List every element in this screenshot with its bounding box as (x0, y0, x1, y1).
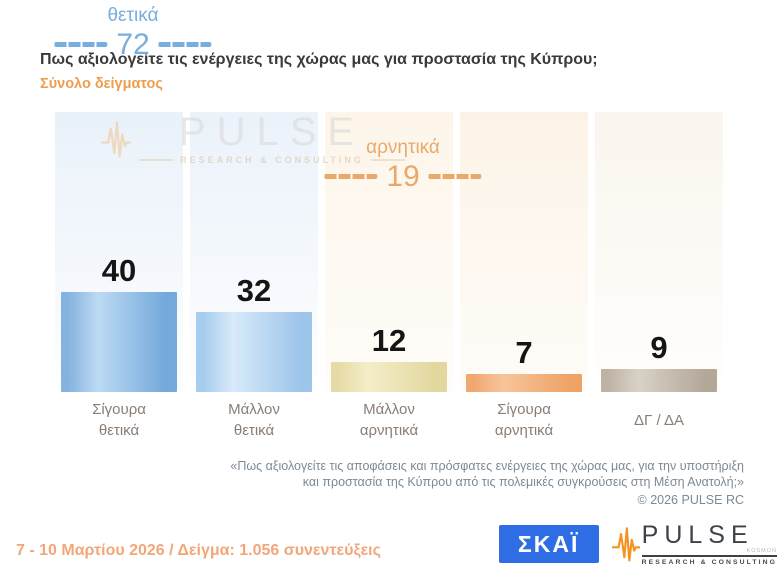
group-annotation-positive: θετικά 72 (54, 5, 212, 61)
footnote-line: και προστασία της Κύπρου από τις πολεμικ… (302, 474, 744, 489)
category-row: Σίγουρα θετικά Μάλλον θετικά Μάλλον αρνητι… (55, 399, 723, 441)
bar-value-label: 9 (650, 330, 668, 365)
category-label: Μάλλον θετικά (228, 401, 280, 439)
category-label: ΔΓ / ΔΑ (634, 411, 684, 429)
dash-line (324, 174, 378, 180)
category-label: Μάλλον αρνητικά (359, 401, 419, 439)
category-label: Σίγουρα θετικά (92, 401, 146, 439)
group-annotation-negative: αρνητικά 19 (324, 137, 482, 193)
bar (61, 292, 177, 392)
chart-column: 32 (190, 112, 318, 392)
footnote-line: «Πως αξιολογείτε τις αποφάσεις και πρόσφ… (230, 459, 744, 473)
page-subtitle: Σύνολο δείγματος (40, 76, 163, 92)
fieldwork-date-sample: 7 - 10 Μαρτίου 2026 / Δείγμα: 1.056 συνε… (16, 542, 381, 559)
bar-value-label: 32 (236, 273, 272, 308)
bar-value-label: 12 (371, 323, 407, 358)
chart-column: 40 (55, 112, 183, 392)
bar-value-label: 40 (101, 253, 137, 288)
pulse-heartbeat-icon (101, 120, 132, 158)
watermark-tagline: RESEARCH & CONSULTING (180, 155, 364, 165)
copyright: © 2026 PULSE RC (637, 493, 744, 507)
group-value: 19 (386, 159, 420, 193)
bar (331, 362, 447, 392)
chart-column: 7 (460, 112, 588, 392)
dash-line (428, 174, 482, 180)
skai-logo: ΣΚΑΪ (498, 525, 599, 563)
bar (601, 369, 717, 392)
pulse-heartbeat-icon (611, 527, 640, 562)
dash-line (54, 42, 108, 48)
bar-chart: 40 32 12 7 9 (55, 112, 723, 392)
pulse-logo: PULSE KOSMON RESEARCH & CONSULTING (611, 520, 777, 566)
bar (466, 374, 582, 392)
chart-column: 9 (595, 112, 723, 392)
logo-row: ΣΚΑΪ PULSE KOSMON RESEARCH & CONSULTING (498, 520, 777, 566)
category-label: Σίγουρα αρνητικά (494, 401, 554, 439)
group-label: αρνητικά (366, 137, 440, 158)
bar (196, 312, 312, 392)
pulse-watermark: PULSE RESEARCH & CONSULTING (101, 112, 405, 165)
chart-column: 12 (325, 112, 453, 392)
bar-value-label: 7 (515, 335, 533, 370)
pulse-logo-tagline: RESEARCH & CONSULTING (641, 558, 777, 566)
watermark-rule (139, 159, 174, 161)
group-value: 72 (116, 27, 150, 61)
pulse-logo-name: PULSE (641, 520, 754, 549)
pulse-logo-small-text: KOSMON (746, 547, 777, 554)
watermark-rule (370, 159, 405, 161)
page-title: Πως αξιολογείτε τις ενέργειες της χώρας … (40, 51, 598, 68)
pulse-logo-rule (641, 555, 777, 557)
watermark-name: PULSE (178, 110, 366, 154)
group-label: θετικά (107, 5, 159, 26)
footnote: «Πως αξιολογείτε τις αποφάσεις και πρόσφ… (230, 459, 744, 509)
dash-line (158, 42, 212, 48)
